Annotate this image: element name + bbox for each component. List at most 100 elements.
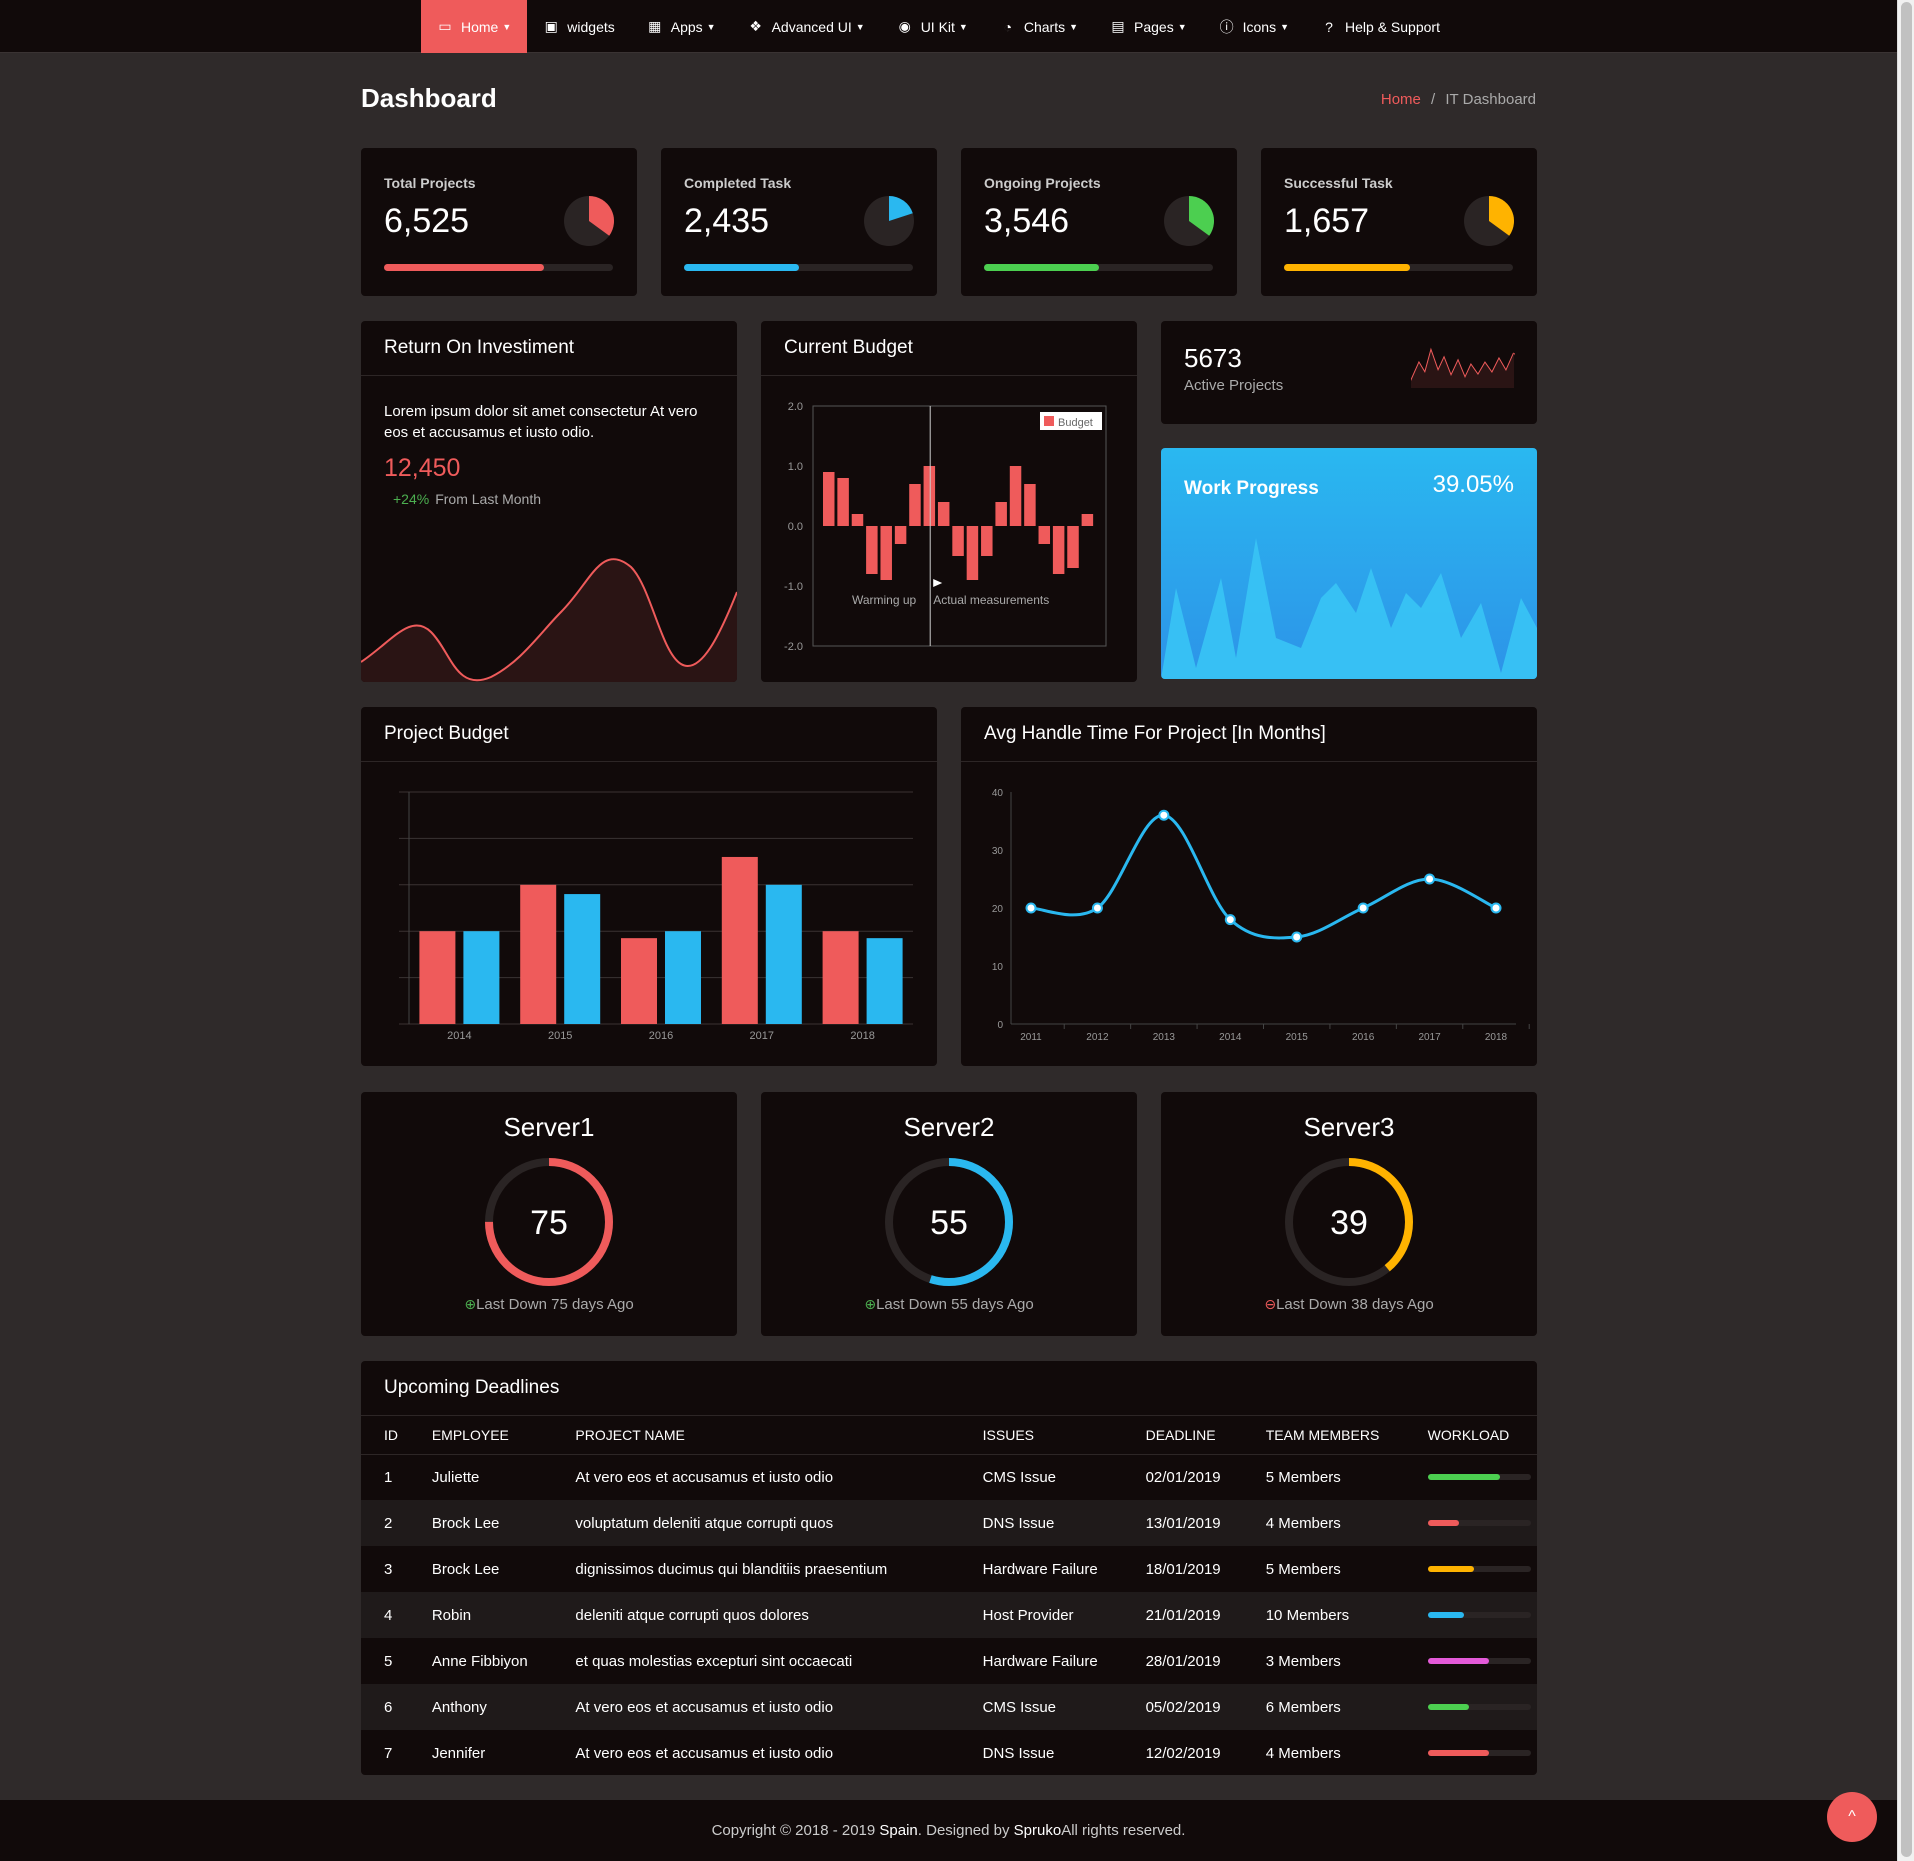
server-note-text: Last Down 38 days Ago <box>1276 1296 1434 1313</box>
roi-value: 12,450 <box>384 454 461 482</box>
footer-designer-link[interactable]: Spruko <box>1013 1822 1062 1839</box>
column-header: EMPLOYEE <box>408 1416 553 1455</box>
x-tick-label: 2017 <box>1418 1032 1441 1043</box>
workload-fill <box>1427 1474 1500 1481</box>
server-name: Server2 <box>903 1112 995 1142</box>
x-tick-label: 2018 <box>850 1030 874 1042</box>
active-projects-value: 5673 <box>1184 343 1242 373</box>
deadlines-table: ID EMPLOYEE PROJECT NAME ISSUES DEADLINE TEAM… <box>361 1416 1537 1775</box>
column-header: WORKLOAD <box>1404 1416 1537 1455</box>
annotation-warming-up: Warming up <box>852 593 917 607</box>
active-projects-label: Active Projects <box>1184 377 1284 394</box>
x-tick-label: 2016 <box>1352 1032 1375 1043</box>
chevron-down-icon: ▼ <box>706 21 716 32</box>
cell-workload <box>1404 1684 1537 1730</box>
x-tick-label: 2012 <box>1086 1032 1109 1043</box>
table-row[interactable]: 1 Juliette At vero eos et accusamus et ius… <box>361 1454 1537 1500</box>
grid-icon: ▦ <box>648 18 662 34</box>
roi-description: Lorem ipsum dolor sit amet consectetur A… <box>384 403 698 441</box>
nav-item-icons[interactable]: ⓘ Icons ▼ <box>1203 0 1305 53</box>
server-note-text: Last Down 55 days Ago <box>876 1296 1034 1313</box>
y-tick-label: -1.0 <box>784 581 803 593</box>
budget-bar-red <box>822 931 859 1024</box>
table-row[interactable]: 7 Jennifer At vero eos et accusamus et ius… <box>361 1730 1537 1775</box>
pie-slice <box>1189 196 1214 236</box>
cell-team: 4 Members <box>1265 1744 1341 1762</box>
workload-fill <box>1427 1520 1459 1526</box>
table-row[interactable]: 2 Brock Lee voluptatum deleniti atque corr… <box>361 1500 1537 1546</box>
server-gauge: 39 <box>1285 1158 1413 1286</box>
arrow-marker-icon <box>933 579 943 587</box>
nav-item-apps[interactable]: ▦ Apps ▼ <box>631 0 732 53</box>
y-tick-label: 40 <box>992 788 1004 799</box>
cell-issue: Hardware Failure <box>982 1560 1098 1578</box>
y-tick-label: 0 <box>997 1020 1003 1031</box>
y-tick-label: 10 <box>992 962 1004 973</box>
stat-pie-chart <box>1464 196 1514 246</box>
nav-item-pages[interactable]: ▤ Pages ▼ <box>1094 0 1203 53</box>
nav-item-ui-kit[interactable]: ◉ UI Kit ▼ <box>881 0 984 53</box>
cell-project: dignissimos ducimus qui blanditiis praes… <box>575 1560 888 1578</box>
footer-suffix: All rights reserved. <box>1061 1822 1186 1839</box>
table-row[interactable]: 5 Anne Fibbiyon et quas molestias exceptur… <box>361 1638 1537 1684</box>
nav-item-label: widgets <box>567 18 615 35</box>
cell-project: At vero eos et accusamus et iusto odio <box>575 1468 834 1486</box>
nav-item-label: Icons <box>1242 18 1277 35</box>
nav-item-charts[interactable]: ◔ Charts ▼ <box>984 0 1094 53</box>
back-to-top-button[interactable]: ^ <box>1827 1792 1877 1842</box>
cell-project: At vero eos et accusamus et iusto odio <box>552 1684 960 1730</box>
stat-pie-chart <box>564 196 614 246</box>
nav-item-help-support[interactable]: ? Help & Support <box>1305 0 1456 53</box>
server-gauge: 75 <box>485 1158 613 1286</box>
cell-deadline: 12/02/2019 <box>1145 1744 1221 1762</box>
budget-bar-blue <box>564 894 601 1024</box>
pie-slice <box>589 196 614 236</box>
budget-bar <box>851 514 864 526</box>
budget-bar <box>880 526 892 580</box>
chevron-down-icon: ▼ <box>855 21 865 32</box>
gauge-fill <box>485 1158 613 1286</box>
arrow-up-circle-icon: ⊕ <box>864 1296 877 1312</box>
chevron-down-icon: ▼ <box>958 21 968 32</box>
nav-item-home[interactable]: ▭ Home ▼ <box>421 0 528 53</box>
cell-id: 3 <box>384 1560 393 1578</box>
nav-item-label: Charts <box>1023 18 1066 35</box>
cell-issue: Hardware Failure <box>982 1652 1098 1670</box>
footer-brand-link[interactable]: Spain <box>879 1822 918 1839</box>
nav-item-widgets[interactable]: ▣ widgets <box>527 0 630 53</box>
server-status-note: ⊖Last Down 38 days Ago <box>1161 1296 1537 1313</box>
stat-label: Successful Task <box>1284 175 1393 191</box>
cell-issue: DNS Issue <box>982 1744 1055 1762</box>
budget-bar <box>966 526 979 580</box>
roi-area-chart <box>361 558 737 682</box>
cell-issue: CMS Issue <box>959 1684 1123 1730</box>
workload-bar <box>1427 1520 1531 1526</box>
cell-workload <box>1405 1454 1537 1500</box>
gauge-value: 39 <box>1330 1204 1368 1242</box>
list-alt-icon: ▤ <box>1111 18 1125 34</box>
scrollbar[interactable] <box>1897 0 1914 1861</box>
project-budget-card: Project Budget 2014 2015 2016 2017 2018 <box>361 707 937 1066</box>
table-row[interactable]: 3 Brock Lee dignissimos ducimus qui blandi… <box>361 1546 1537 1592</box>
workload-fill <box>1427 1658 1490 1664</box>
main-nav: ▭ Home ▼ ▣ widgets ▦ Apps ▼ ❖ Advanced UI ▼ ◉ UI Kit… <box>421 0 1456 53</box>
legend-box <box>1040 412 1102 430</box>
x-tick-label: 2011 <box>1020 1032 1042 1043</box>
budget-bar <box>937 502 950 526</box>
breadcrumb-separator: / <box>1431 91 1436 108</box>
x-tick-label: 2015 <box>548 1030 572 1042</box>
stat-card: Ongoing Projects 3,546 <box>961 148 1237 296</box>
data-point <box>1158 809 1170 821</box>
table-row[interactable]: 4 Robin deleniti atque corrupti quos dolor… <box>361 1592 1537 1638</box>
server-card: Server3 39 ⊖Last Down 38 days Ago <box>1161 1092 1537 1336</box>
stat-label: Ongoing Projects <box>984 175 1101 191</box>
budget-bar <box>823 472 835 526</box>
budget-bar-red <box>520 884 557 1024</box>
table-row[interactable]: 6 Anthony At vero eos et accusamus et iust… <box>361 1684 1537 1730</box>
breadcrumb-home-link[interactable]: Home <box>1380 91 1421 108</box>
breadcrumb-current: IT Dashboard <box>1445 91 1536 108</box>
column-header: TEAM MEMBERS <box>1242 1416 1405 1455</box>
data-point <box>1357 902 1369 914</box>
scrollbar-thumb[interactable] <box>1901 2 1912 1857</box>
nav-item-advanced-ui[interactable]: ❖ Advanced UI ▼ <box>732 0 881 53</box>
